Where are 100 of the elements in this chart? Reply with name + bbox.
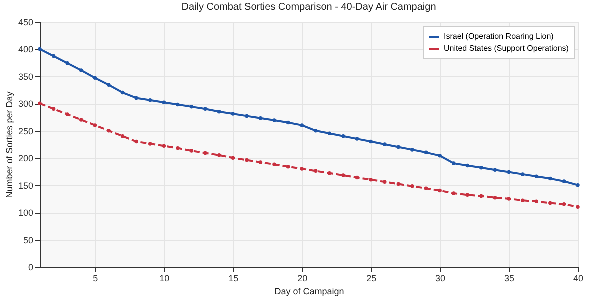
point: [204, 151, 208, 156]
y-tick-label: 50: [23, 235, 34, 246]
x-axis-title: Day of Campaign: [274, 286, 344, 296]
legend-label: United States (Support Operations): [444, 44, 570, 53]
point: [424, 186, 428, 190]
point: [258, 116, 263, 120]
point: [520, 172, 525, 176]
point: [217, 110, 222, 114]
point: [80, 68, 84, 72]
point: [438, 154, 442, 158]
point: [300, 167, 304, 171]
y-tick-label: 300: [18, 99, 34, 110]
point: [231, 112, 235, 116]
point: [245, 114, 249, 118]
point: [245, 158, 249, 162]
point: [493, 168, 498, 172]
point: [93, 76, 98, 80]
point: [107, 129, 111, 133]
point: [286, 120, 290, 125]
point: [562, 202, 566, 206]
point: [466, 193, 470, 197]
y-tick-label: 450: [18, 18, 34, 28]
point: [314, 169, 318, 174]
point: [369, 178, 373, 182]
point: [134, 96, 138, 100]
point: [66, 62, 70, 66]
point: [190, 105, 194, 109]
point: [548, 176, 552, 181]
chart-title: Daily Combat Sorties Comparison - 40-Day Air Campaign: [182, 2, 436, 13]
point: [52, 54, 56, 58]
y-tick-label: 100: [18, 208, 34, 218]
point: [120, 134, 125, 138]
point: [355, 176, 360, 180]
point: [534, 174, 538, 178]
point: [520, 198, 525, 202]
point: [80, 118, 84, 122]
x-tick-label: 15: [228, 274, 239, 284]
y-tick-label: 0: [28, 262, 34, 272]
point: [176, 146, 180, 150]
point: [148, 98, 152, 102]
point: [231, 156, 235, 160]
point: [507, 170, 511, 174]
x-tick-label: 30: [436, 274, 446, 284]
point: [576, 205, 580, 209]
point: [134, 140, 138, 144]
point: [272, 118, 276, 122]
point: [493, 196, 498, 200]
point: [576, 183, 580, 188]
point: [534, 200, 538, 204]
point: [258, 160, 263, 164]
point: [120, 90, 125, 95]
point: [204, 107, 208, 111]
point: [410, 184, 414, 188]
point: [52, 107, 56, 111]
point: [342, 174, 346, 178]
point: [480, 194, 484, 198]
point: [300, 124, 304, 128]
point: [148, 142, 152, 146]
point: [548, 201, 552, 206]
point: [466, 164, 470, 168]
point: [38, 102, 42, 106]
x-tick-label: 35: [504, 274, 515, 284]
y-tick-label: 250: [18, 126, 34, 136]
point: [342, 134, 346, 138]
x-tick-label: 40: [573, 274, 584, 284]
y-axis-title: Number of Sorties per Day: [4, 91, 14, 198]
point: [438, 188, 442, 193]
point: [217, 154, 222, 158]
x-tick-label: 25: [366, 274, 377, 284]
point: [272, 162, 276, 167]
x-tick-label: 20: [298, 274, 308, 284]
point: [452, 162, 456, 166]
point: [396, 182, 401, 186]
y-tick-label: 150: [18, 180, 34, 191]
point: [190, 149, 194, 153]
point: [328, 171, 332, 176]
point: [176, 102, 180, 107]
point: [107, 83, 111, 88]
point: [452, 192, 456, 196]
point: [507, 197, 511, 201]
point: [286, 164, 290, 169]
point: [396, 145, 401, 150]
point: [480, 166, 484, 170]
point: [93, 124, 98, 128]
point: [383, 142, 387, 146]
point: [383, 180, 387, 184]
point: [162, 100, 166, 104]
y-tick-label: 400: [18, 44, 34, 55]
point: [328, 132, 332, 136]
legend-label: Israel (Operation Roaring Lion): [444, 32, 554, 41]
point: [355, 137, 360, 141]
point: [424, 150, 428, 155]
y-tick-label: 200: [18, 154, 34, 164]
x-tick-label: 5: [93, 274, 98, 284]
x-tick-label: 10: [160, 274, 170, 284]
point: [314, 129, 318, 133]
point: [162, 144, 166, 148]
point: [369, 140, 373, 144]
y-tick-label: 350: [18, 72, 34, 82]
point: [410, 148, 414, 152]
